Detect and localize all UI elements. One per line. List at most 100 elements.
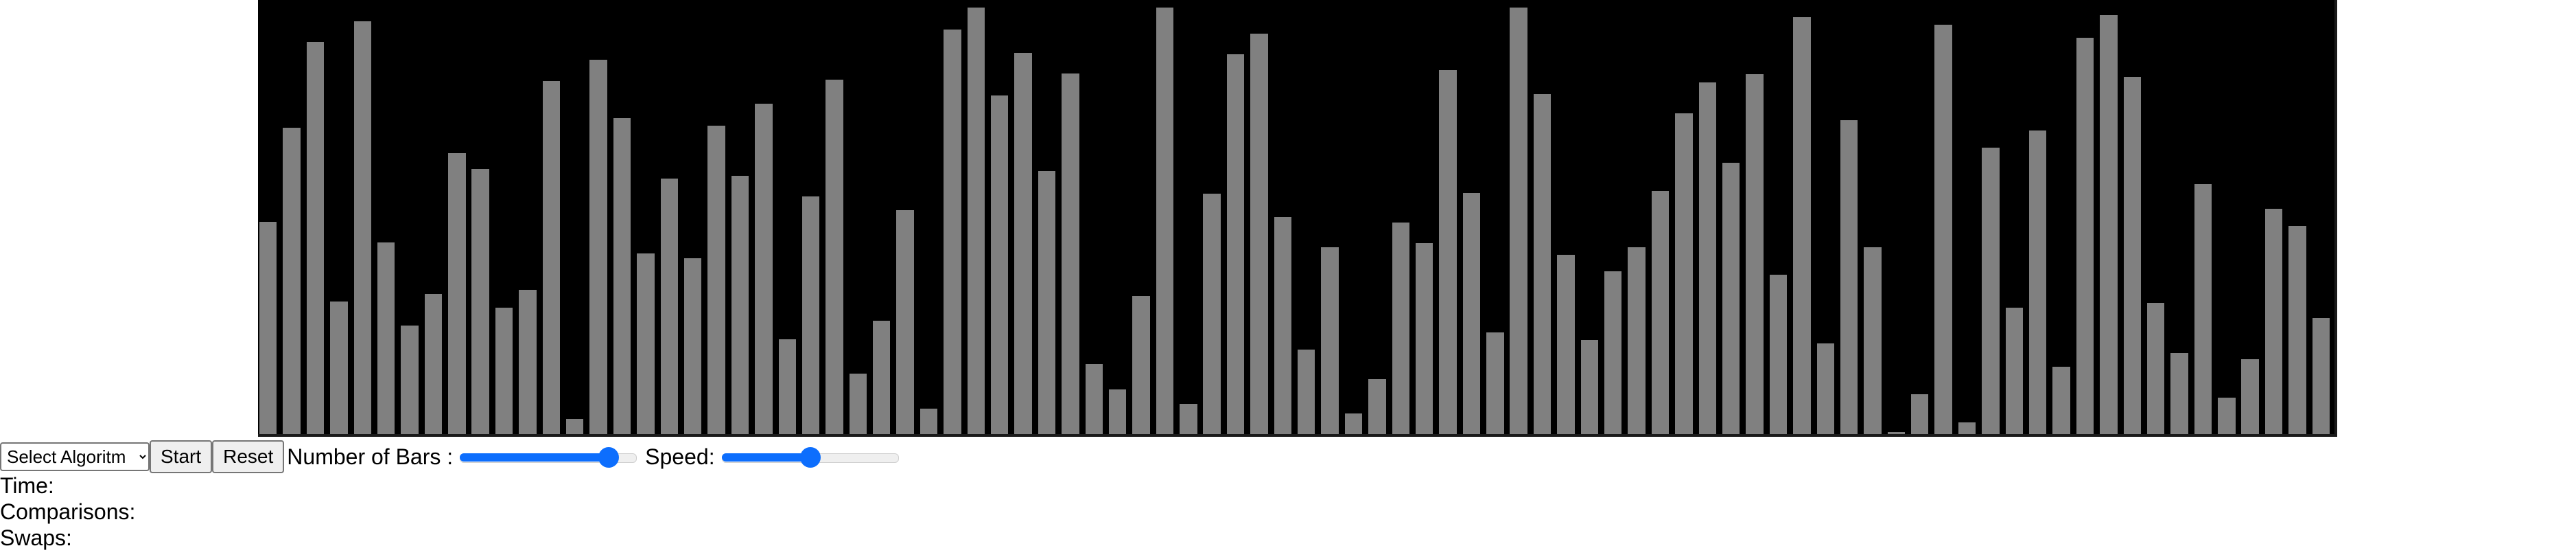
array-bar [1793,16,1811,434]
array-bar [1344,413,1363,434]
array-bar [896,210,914,434]
array-bar [1958,422,1976,434]
array-bar [1746,73,1764,434]
array-bar [1911,394,1929,434]
algorithm-select[interactable]: Select Algoritm [0,442,150,471]
array-bar [2028,130,2047,434]
array-bar [1368,379,1386,434]
num-bars-slider[interactable] [460,443,637,470]
array-bar [1651,191,1670,434]
array-bar [424,293,443,434]
array-bar [1321,247,1339,434]
array-bar [519,289,537,434]
array-bar [2052,367,2070,434]
array-bar [755,104,773,434]
array-bar [1085,364,1103,434]
array-bar [1298,349,1315,434]
array-bar [1415,242,1433,434]
array-bar [1274,217,1292,434]
array-bar [1628,247,1646,434]
array-bar [1533,94,1552,434]
array-bar [2312,318,2330,434]
array-bar [849,374,867,434]
array-bar [1156,7,1174,434]
array-bar [990,95,1009,434]
array-bar [1675,113,1693,434]
array-bar [1934,24,1952,434]
array-bar [660,178,678,434]
slider-fill [721,453,810,462]
array-bar [707,125,725,434]
array-bar [2170,352,2188,434]
array-bar [283,127,301,434]
array-bar [471,168,489,434]
array-bar [306,42,325,434]
array-bar [1510,7,1527,434]
array-bar [920,409,938,434]
array-bar [1816,343,1834,434]
array-bar [448,153,466,434]
array-bar [2241,359,2259,434]
array-bar [377,242,395,434]
array-bar [1864,247,1882,434]
array-bar [1062,73,1079,434]
array-bar [1887,432,1906,434]
num-bars-label: Number of Bars : [287,444,454,469]
array-bar [2218,397,2236,434]
speed-slider[interactable] [721,443,899,470]
array-bar [353,21,371,434]
array-bar [1203,194,1221,434]
array-bar [873,321,891,434]
array-bar [1604,271,1622,434]
array-bar [495,308,513,434]
array-bar [1132,295,1150,434]
speed-label: Speed: [645,444,715,469]
reset-button[interactable]: Reset [212,440,285,473]
array-bar [259,221,277,434]
array-bar [1250,34,1268,434]
array-bar [1982,148,2000,434]
array-bar [2123,76,2141,434]
bars-container [258,0,2337,437]
slider-thumb[interactable] [799,447,821,468]
array-bar [826,79,843,434]
array-bar [1557,255,1575,434]
slider-fill [460,453,609,462]
comparisons-stat: Comparisons: [0,499,136,524]
array-bar [2100,14,2118,434]
array-bar [967,7,985,434]
array-bar [778,339,796,434]
array-bar [2146,303,2165,434]
array-bar [1226,54,1245,434]
controls-bar: Select Algoritm Start Reset Number of Ba… [0,440,907,474]
array-bar [2288,225,2306,434]
array-bar [2076,38,2094,434]
array-bar [613,117,631,434]
array-bar [731,175,749,434]
array-bar [1580,339,1599,434]
array-bar [401,326,419,434]
start-button[interactable]: Start [150,440,213,473]
array-bar [1840,120,1858,434]
array-bar [683,258,702,434]
array-bar [330,302,348,434]
array-bar [944,30,961,434]
array-bar [1486,332,1504,434]
array-bar [2005,308,2024,434]
array-bar [1180,403,1197,434]
array-bar [1038,170,1056,434]
stats-panel: Time: Comparisons: Swaps: [0,473,135,551]
array-bar [2264,209,2283,434]
array-bar [566,419,584,434]
array-bar [637,253,655,434]
swaps-stat: Swaps: [0,525,72,550]
array-bar [1698,82,1716,434]
array-bar [1439,69,1457,434]
array-bar [1769,274,1788,434]
time-stat: Time: [0,473,54,498]
array-bar [1392,222,1409,434]
array-bar [1014,53,1032,434]
array-bar [1462,193,1481,434]
slider-thumb[interactable] [598,447,619,468]
array-bar [589,59,607,434]
